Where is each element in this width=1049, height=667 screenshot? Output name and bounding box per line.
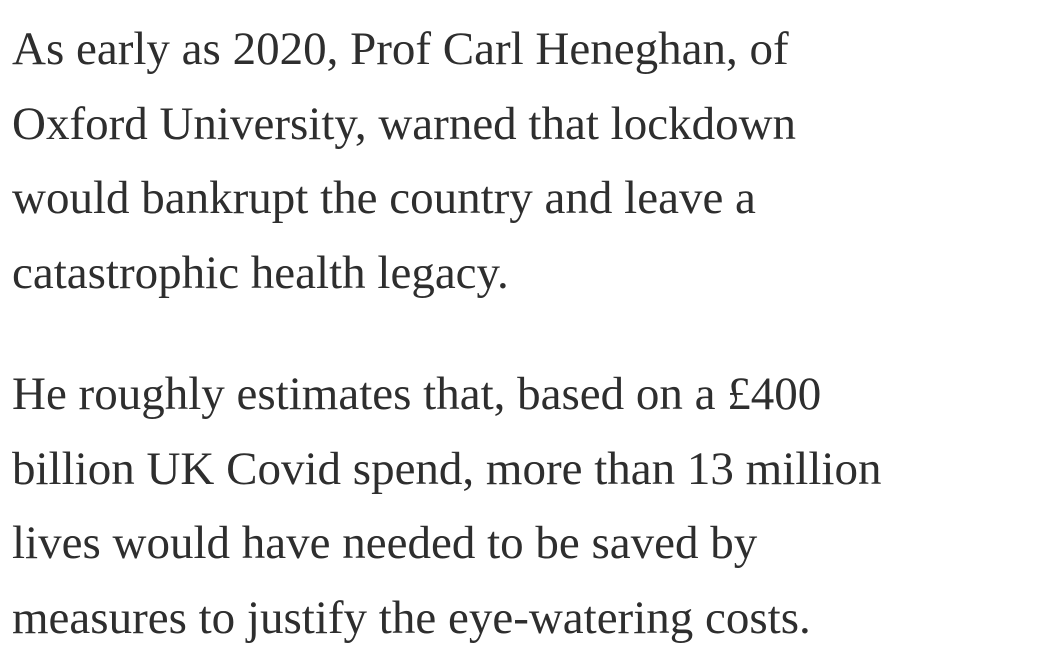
text-line: Oxford University, warned that lockdown — [12, 97, 797, 150]
text-line: He roughly estimates that, based on a £4… — [12, 368, 822, 420]
text-line: lives would have needed to be saved by — [12, 517, 758, 569]
paragraph: He roughly estimates that, based on a £4… — [12, 357, 1049, 655]
text-line: measures to justify the eye-watering cos… — [12, 591, 811, 644]
text-line: catastrophic health legacy. — [12, 246, 509, 299]
text-line: would bankrupt the country and leave a — [12, 172, 756, 224]
text-line: As early as 2020, Prof Carl Heneghan, of — [12, 23, 789, 75]
text-line: billion UK Covid spend, more than 13 mil… — [12, 442, 882, 495]
paragraph: As early as 2020, Prof Carl Heneghan, of… — [12, 12, 1049, 310]
